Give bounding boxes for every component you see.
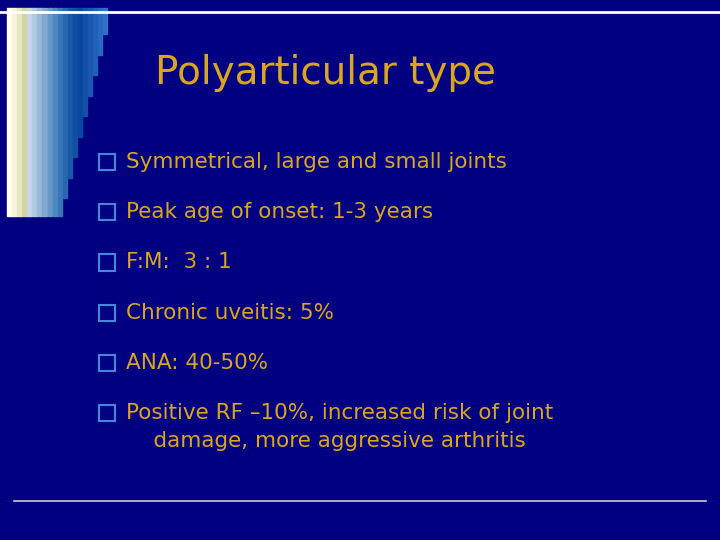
Bar <box>99 154 115 170</box>
Text: Symmetrical, large and small joints: Symmetrical, large and small joints <box>126 152 507 172</box>
Bar <box>99 355 115 371</box>
Text: F:M:  3 : 1: F:M: 3 : 1 <box>126 252 232 273</box>
Bar <box>93 8 97 75</box>
Text: damage, more aggressive arthritis: damage, more aggressive arthritis <box>126 431 526 451</box>
Text: Polyarticular type: Polyarticular type <box>155 54 496 92</box>
Bar <box>103 8 107 34</box>
Bar <box>27 8 32 216</box>
Bar <box>63 8 67 198</box>
Text: Chronic uveitis: 5%: Chronic uveitis: 5% <box>126 302 334 323</box>
Bar <box>73 8 77 157</box>
Bar <box>12 8 17 216</box>
Bar <box>17 8 22 216</box>
Bar <box>48 8 52 216</box>
Bar <box>53 8 57 216</box>
Bar <box>99 204 115 220</box>
Bar <box>99 405 115 421</box>
Bar <box>32 8 37 216</box>
Bar <box>42 8 47 216</box>
Bar <box>83 8 87 116</box>
Text: ANA: 40-50%: ANA: 40-50% <box>126 353 268 373</box>
Bar <box>99 254 115 271</box>
Text: Positive RF –10%, increased risk of joint: Positive RF –10%, increased risk of join… <box>126 403 553 423</box>
Bar <box>22 8 27 216</box>
Bar <box>37 8 42 216</box>
Bar <box>88 8 92 96</box>
Bar <box>98 8 102 55</box>
Text: Peak age of onset: 1-3 years: Peak age of onset: 1-3 years <box>126 202 433 222</box>
Bar <box>99 305 115 321</box>
Bar <box>7 8 12 216</box>
Bar <box>68 8 72 178</box>
Bar <box>58 8 62 216</box>
Bar <box>78 8 82 137</box>
